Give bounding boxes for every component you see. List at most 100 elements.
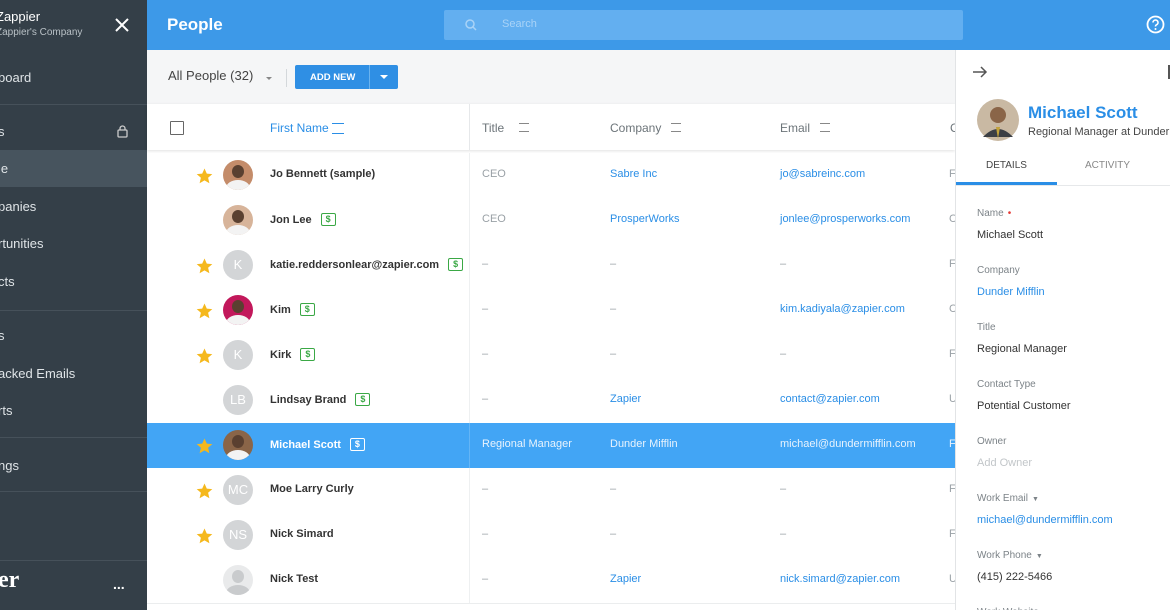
company-cell[interactable]: Zapier <box>610 393 642 405</box>
person-name: Nick Test <box>270 573 318 585</box>
column-divider <box>469 243 470 288</box>
view-selector[interactable]: All People (32) <box>168 68 254 83</box>
nav-item[interactable]: acked Emails <box>0 366 76 381</box>
company-cell[interactable]: – <box>610 258 617 270</box>
nav-item[interactable]: le <box>0 161 9 176</box>
email-cell[interactable]: kim.kadiyala@zapier.com <box>780 303 905 315</box>
star[interactable] <box>196 303 213 319</box>
email-cell[interactable]: nick.simard@zapier.com <box>780 573 900 585</box>
field-label-text: Title <box>977 322 996 333</box>
star[interactable] <box>196 438 213 454</box>
nav-item[interactable]: s <box>0 328 5 343</box>
field-value[interactable]: Dunder Mifflin <box>977 286 1045 298</box>
search-box[interactable]: Search <box>444 10 963 40</box>
table-row[interactable]: Nick Test – Zapier nick.simard@zapier.com U <box>147 558 957 604</box>
title-cell: – <box>482 348 489 360</box>
table-row[interactable]: NS Nick Simard – – – F <box>147 513 956 559</box>
nav-item[interactable]: ngs <box>0 458 19 473</box>
person-name-text[interactable]: katie.reddersonlear@zapier.com <box>270 259 440 271</box>
email-cell[interactable]: – <box>780 528 787 540</box>
star[interactable] <box>196 258 213 274</box>
column-header[interactable]: C <box>950 121 959 135</box>
field-label: Contact Type <box>977 379 1036 390</box>
column-header[interactable]: Email <box>780 121 811 135</box>
person-name-text[interactable]: Lindsay Brand <box>270 394 347 406</box>
company-cell[interactable]: Zapier <box>610 573 642 585</box>
company-cell[interactable]: – <box>610 303 617 315</box>
field-value: Potential Customer <box>977 400 1071 412</box>
company-cell[interactable]: ProsperWorks <box>610 213 680 225</box>
company-cell[interactable]: Dunder Mifflin <box>610 438 678 450</box>
email-cell[interactable]: – <box>780 348 787 360</box>
field-label-text: Owner <box>977 436 1007 447</box>
star[interactable] <box>196 348 213 364</box>
column-header[interactable]: Title <box>482 121 505 135</box>
person-name-text[interactable]: Jo Bennett (sample) <box>270 168 376 180</box>
label-caret[interactable]: ▼ <box>1035 553 1043 560</box>
person-name-text[interactable]: Nick Test <box>270 573 319 585</box>
person-name-text[interactable]: Kirk <box>270 349 292 361</box>
table-row[interactable]: K Kirk $ – – – F <box>147 333 956 379</box>
email-cell[interactable]: contact@zapier.com <box>780 393 880 405</box>
select-all-checkbox[interactable] <box>170 121 184 135</box>
title-cell: – <box>482 258 489 270</box>
nav-divider <box>0 491 147 492</box>
column-divider <box>469 468 470 513</box>
nav-item[interactable]: board <box>0 70 32 85</box>
email-cell[interactable]: – <box>780 483 787 495</box>
company-cell[interactable]: Sabre Inc <box>610 168 658 180</box>
nav-item[interactable]: panies <box>0 199 37 214</box>
avatar-initials: MC <box>223 475 253 505</box>
person-name-text[interactable]: Michael Scott <box>270 439 341 451</box>
table-row[interactable]: Jo Bennett (sample) CEO Sabre Inc jo@sabrei… <box>147 153 956 199</box>
star[interactable] <box>196 168 213 184</box>
field-value[interactable]: Add Owner <box>977 457 1033 469</box>
person-name-text[interactable]: Kim <box>270 304 291 316</box>
nav-item[interactable]: rtunities <box>0 236 44 251</box>
table-row[interactable]: Kim $ – – kim.kadiyala@zapier.com C <box>147 288 957 334</box>
person-name-text[interactable]: Jon Lee <box>270 214 312 226</box>
person-name-text[interactable]: Nick Simard <box>270 528 334 540</box>
nav-item[interactable]: cts <box>0 274 15 289</box>
person-name-text[interactable]: Moe Larry Curly <box>270 483 354 495</box>
tab[interactable]: DETAILS <box>986 160 1027 171</box>
table-row[interactable]: Jon Lee $ CEO ProsperWorks jonlee@prosperwor… <box>147 198 957 244</box>
table-row[interactable]: MC Moe Larry Curly – – – F <box>147 468 956 514</box>
star[interactable] <box>196 483 213 499</box>
title-cell: CEO <box>482 168 506 180</box>
label-caret[interactable]: ▼ <box>1031 496 1039 503</box>
email-cell[interactable]: – <box>780 258 787 270</box>
dropdown-caret[interactable] <box>379 74 389 80</box>
deal-badge: $ <box>300 348 316 361</box>
column-divider <box>469 378 470 423</box>
field-value[interactable]: michael@dundermifflin.com <box>977 514 1113 526</box>
title-cell: – <box>482 573 489 585</box>
company-cell[interactable]: – <box>610 528 617 540</box>
filter-icon <box>671 123 681 132</box>
extra-cell: F <box>949 438 956 450</box>
email-cell[interactable]: jonlee@prosperworks.com <box>780 213 911 225</box>
close-icon[interactable] <box>114 17 130 33</box>
deal-badge: $ <box>349 438 365 451</box>
nav-item[interactable]: rts <box>0 403 13 418</box>
column-header[interactable]: Company <box>610 121 662 135</box>
nav-item[interactable]: s <box>0 124 5 139</box>
table-row[interactable]: Michael Scott $ Regional Manager Dunder Mif… <box>147 423 956 469</box>
help-icon[interactable] <box>1146 15 1165 34</box>
email-cell[interactable]: michael@dundermifflin.com <box>780 438 916 450</box>
back-arrow[interactable] <box>972 65 988 79</box>
table-row[interactable]: LB Lindsay Brand $ – Zapier contact@zapier.co… <box>147 378 957 424</box>
email-cell[interactable]: jo@sabreinc.com <box>780 168 866 180</box>
add-new-button[interactable]: ADD NEW <box>295 65 398 89</box>
filter-icon <box>519 123 529 132</box>
company-cell[interactable]: – <box>610 483 617 495</box>
company-cell[interactable]: – <box>610 348 617 360</box>
star[interactable] <box>196 528 213 544</box>
field-label-text: Work Phone <box>977 550 1032 561</box>
nav-divider <box>0 310 147 311</box>
more-menu[interactable]: ... <box>113 576 125 592</box>
tab[interactable]: ACTIVITY <box>1085 160 1131 171</box>
column-header[interactable]: First Name <box>270 121 329 135</box>
